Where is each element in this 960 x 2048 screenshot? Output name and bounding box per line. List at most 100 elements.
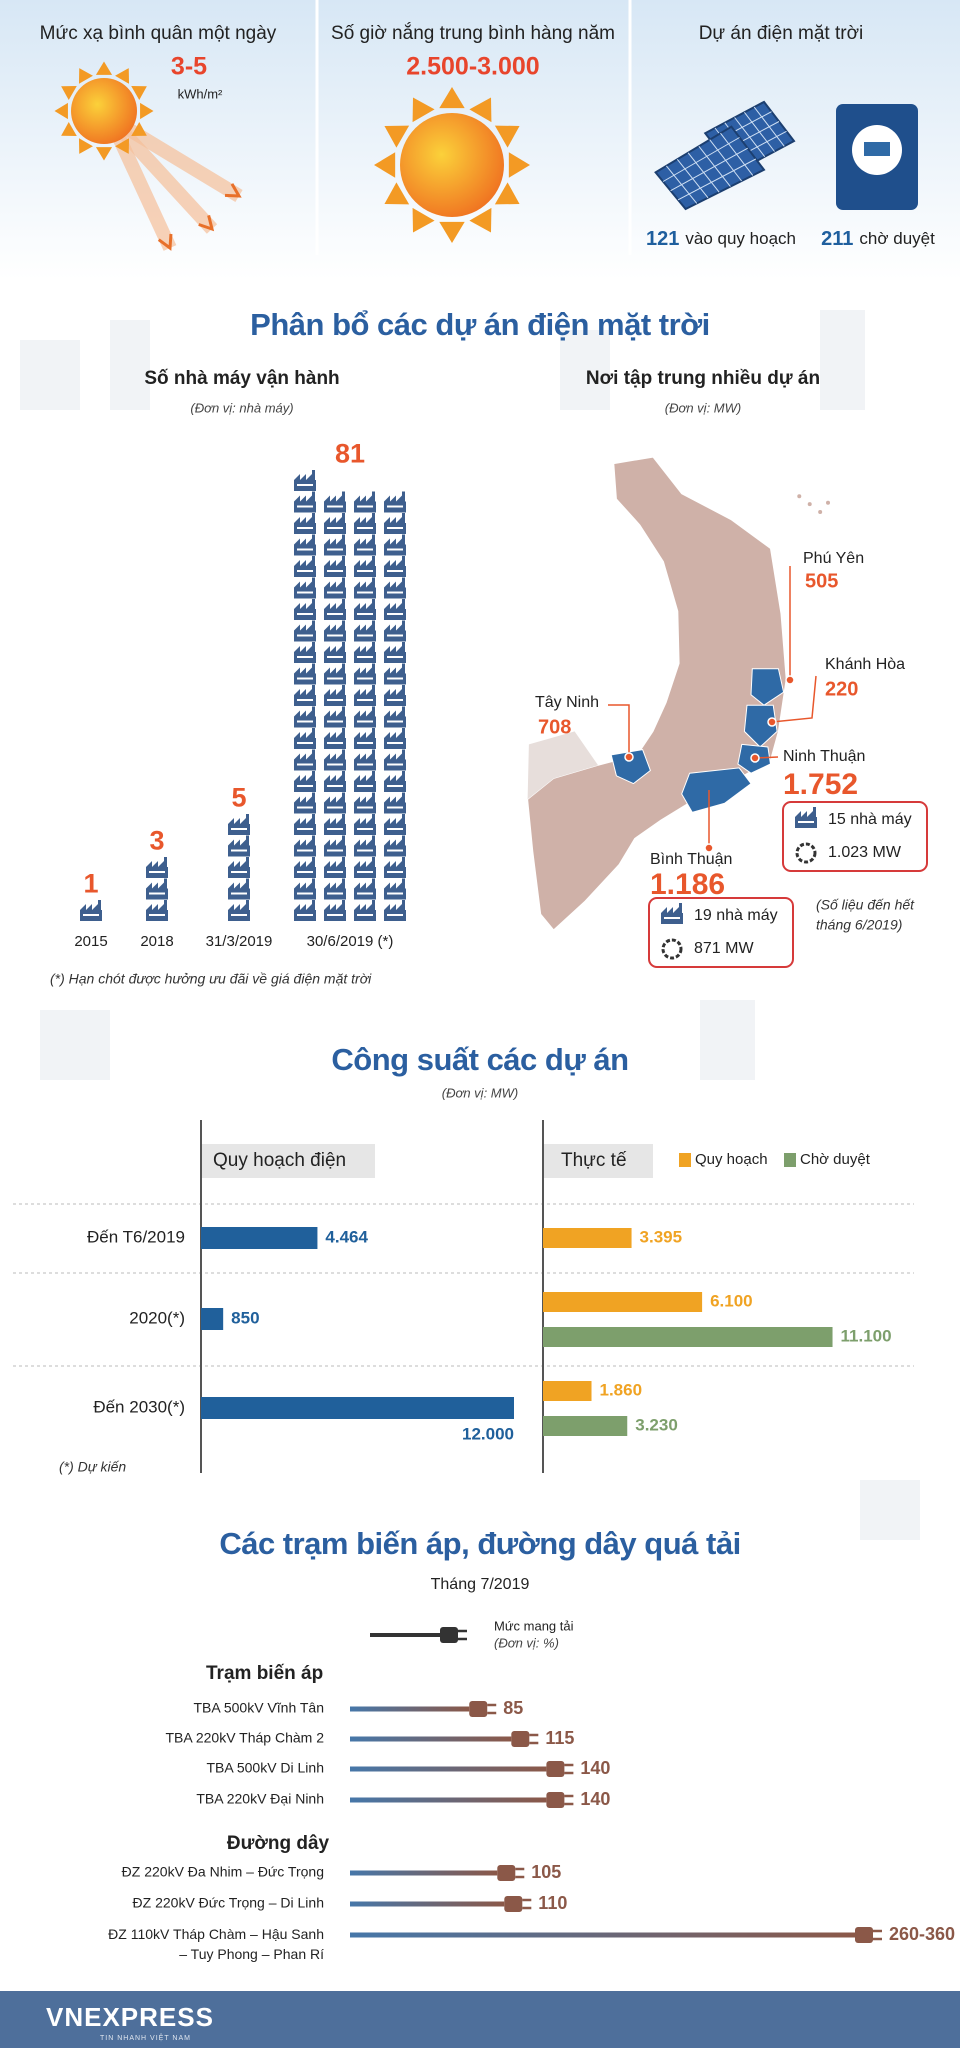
map-island	[826, 500, 831, 505]
factory-roof	[228, 818, 246, 824]
factory-chimney	[342, 749, 345, 760]
factory-roof	[384, 882, 402, 889]
factory-window	[149, 914, 165, 916]
group-title: Trạm biến áp	[206, 1663, 323, 1684]
value-label: 140	[580, 1789, 610, 1809]
factory-chimney	[312, 771, 315, 781]
value-label: 105	[531, 1862, 561, 1882]
factory-roof	[294, 495, 312, 502]
factory-window	[297, 591, 313, 594]
factory-chimney	[402, 642, 405, 652]
factory-roof	[384, 667, 402, 674]
factory-roof	[354, 517, 372, 523]
factory-chimney	[342, 599, 345, 609]
factory-roof	[324, 775, 342, 781]
factory-chimney	[246, 814, 249, 824]
region-value: 220	[825, 678, 858, 700]
project-count: 121	[646, 228, 679, 250]
value-label: 81	[335, 439, 365, 469]
detail-icon	[795, 842, 817, 864]
factory-roof	[294, 581, 312, 588]
factory-roof	[384, 560, 402, 566]
factory-chimney	[372, 771, 375, 781]
x-tick-label: 2018	[140, 933, 173, 950]
factory-chimney	[164, 857, 167, 867]
factory-chimney	[372, 835, 375, 846]
factory-chimney	[402, 749, 405, 760]
sun-ray	[61, 85, 77, 100]
bar	[201, 1397, 514, 1419]
value-label: 12.000	[462, 1424, 514, 1443]
bar	[543, 1292, 703, 1312]
map-island	[807, 502, 812, 507]
detail-text: 1.023 MW	[828, 844, 902, 861]
factory-roof	[294, 732, 312, 738]
bar	[350, 1932, 855, 1938]
factory-roof	[294, 474, 312, 480]
detail-box	[648, 897, 794, 968]
factory-window	[327, 914, 343, 916]
factory-roof	[384, 689, 402, 695]
beam-arrow	[157, 233, 173, 251]
factory-chimney	[372, 814, 375, 824]
factory-chimney	[342, 513, 345, 523]
factory-roof	[384, 861, 402, 867]
factory-window	[357, 570, 373, 572]
footer	[0, 1991, 960, 2048]
factory-chimney	[402, 792, 405, 803]
factory-chimney	[402, 685, 405, 695]
chart-title: Số nhà máy vận hành	[144, 368, 339, 389]
factory-window	[231, 871, 247, 873]
factory-roof	[294, 882, 312, 889]
sun-icon	[54, 61, 154, 161]
map-marker	[704, 843, 714, 853]
detail-icon	[795, 807, 817, 828]
detail-icon	[661, 938, 683, 960]
sun-ray	[131, 85, 147, 100]
pictogram-column	[294, 470, 406, 921]
legend-label: Mức mang tải	[494, 1618, 574, 1633]
factory-roof	[294, 517, 312, 523]
factory-window	[231, 828, 247, 830]
factory-roof	[324, 581, 342, 588]
factory-window	[357, 828, 373, 830]
value-label: 6.100	[710, 1291, 753, 1310]
factory-roof	[354, 689, 372, 695]
factory-roof	[384, 581, 402, 588]
factory-window	[357, 656, 373, 658]
footer-brand: VNEXPRESS	[46, 2002, 214, 2032]
factory-roof	[384, 495, 402, 502]
factory-chimney	[342, 728, 345, 738]
factory-window	[387, 871, 403, 873]
factory-roof	[354, 818, 372, 824]
factory-window	[327, 828, 343, 830]
factory-roof	[384, 775, 402, 781]
factory-chimney	[402, 706, 405, 717]
category-label: Đến T6/2019	[87, 1227, 185, 1246]
factory-window	[231, 892, 247, 895]
factory-roof	[384, 624, 402, 631]
factory-chimney	[402, 599, 405, 609]
factory-window	[357, 505, 373, 508]
map-province	[750, 668, 785, 706]
factory-window	[387, 785, 403, 787]
factory-roof	[384, 753, 402, 760]
factory-window	[357, 527, 373, 529]
factory-window	[327, 527, 343, 529]
factory-chimney	[372, 620, 375, 631]
panel-grid	[677, 158, 757, 201]
section-title: Công suất các dự án	[331, 1042, 628, 1077]
factory-roof	[294, 689, 312, 695]
factory-chimney	[312, 620, 315, 631]
factory-chimney	[342, 534, 345, 545]
factory-window	[327, 677, 343, 680]
category-label: TBA 220kV Đại Ninh	[196, 1791, 324, 1807]
detail-icon	[661, 903, 683, 924]
sun-ray	[384, 125, 410, 148]
factory-roof	[384, 839, 402, 846]
map-note: (Số liệu đến hết	[816, 897, 915, 913]
factory-chimney	[372, 749, 375, 760]
sun-ray	[78, 138, 93, 154]
factory-chimney	[98, 900, 101, 910]
factory-window	[297, 699, 313, 701]
